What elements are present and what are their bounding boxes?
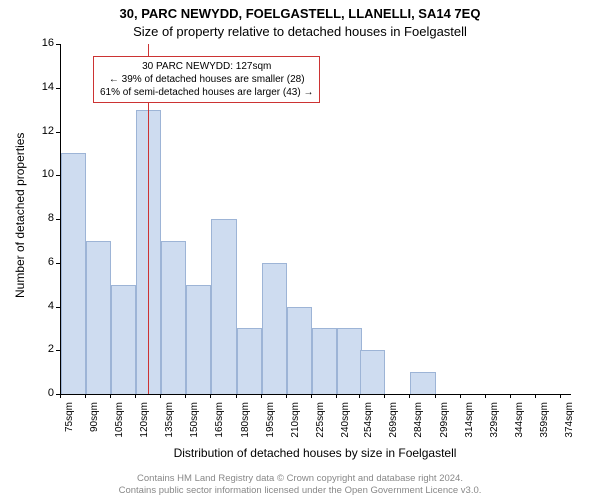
ytick-label: 12 bbox=[24, 125, 54, 137]
ytick-label: 14 bbox=[24, 81, 54, 93]
xtick-mark bbox=[535, 394, 536, 398]
xtick-mark bbox=[311, 394, 312, 398]
annotation-line: 30 PARC NEWYDD: 127sqm bbox=[100, 60, 313, 73]
xtick-label: 359sqm bbox=[539, 402, 550, 448]
ytick-mark bbox=[56, 44, 60, 45]
histogram-bar bbox=[287, 307, 312, 395]
ytick-label: 2 bbox=[24, 343, 54, 355]
ytick-mark bbox=[56, 219, 60, 220]
xtick-label: 374sqm bbox=[564, 402, 575, 448]
xtick-mark bbox=[135, 394, 136, 398]
xtick-mark bbox=[236, 394, 237, 398]
xtick-label: 75sqm bbox=[64, 402, 75, 448]
xtick-mark bbox=[510, 394, 511, 398]
ytick-label: 8 bbox=[24, 212, 54, 224]
histogram-bar bbox=[312, 328, 337, 394]
xtick-label: 284sqm bbox=[413, 402, 424, 448]
histogram-bar bbox=[211, 219, 236, 394]
histogram-bar bbox=[86, 241, 111, 394]
xtick-label: 254sqm bbox=[363, 402, 374, 448]
x-axis-label: Distribution of detached houses by size … bbox=[60, 446, 570, 460]
histogram-bar bbox=[237, 328, 262, 394]
xtick-label: 329sqm bbox=[489, 402, 500, 448]
histogram-bar bbox=[61, 153, 86, 394]
xtick-mark bbox=[435, 394, 436, 398]
xtick-mark bbox=[460, 394, 461, 398]
xtick-mark bbox=[160, 394, 161, 398]
annotation-line: ← 39% of detached houses are smaller (28… bbox=[100, 73, 313, 86]
xtick-mark bbox=[210, 394, 211, 398]
xtick-label: 150sqm bbox=[189, 402, 200, 448]
annotation-box: 30 PARC NEWYDD: 127sqm← 39% of detached … bbox=[93, 56, 320, 103]
xtick-mark bbox=[185, 394, 186, 398]
xtick-label: 120sqm bbox=[139, 402, 150, 448]
xtick-mark bbox=[286, 394, 287, 398]
xtick-label: 135sqm bbox=[164, 402, 175, 448]
ytick-mark bbox=[56, 263, 60, 264]
xtick-label: 105sqm bbox=[114, 402, 125, 448]
xtick-mark bbox=[85, 394, 86, 398]
ytick-mark bbox=[56, 132, 60, 133]
xtick-mark bbox=[485, 394, 486, 398]
ytick-mark bbox=[56, 350, 60, 351]
histogram-bar bbox=[186, 285, 211, 394]
ytick-mark bbox=[56, 307, 60, 308]
histogram-bar bbox=[410, 372, 435, 394]
annotation-line: 61% of semi-detached houses are larger (… bbox=[100, 86, 313, 99]
xtick-label: 240sqm bbox=[340, 402, 351, 448]
ytick-label: 4 bbox=[24, 300, 54, 312]
histogram-bar bbox=[337, 328, 362, 394]
ytick-mark bbox=[56, 175, 60, 176]
histogram-bar bbox=[360, 350, 385, 394]
ytick-label: 0 bbox=[24, 387, 54, 399]
xtick-label: 90sqm bbox=[89, 402, 100, 448]
xtick-label: 314sqm bbox=[464, 402, 475, 448]
title-main: 30, PARC NEWYDD, FOELGASTELL, LLANELLI, … bbox=[0, 6, 600, 21]
xtick-label: 299sqm bbox=[439, 402, 450, 448]
xtick-mark bbox=[261, 394, 262, 398]
footer-line2: Contains public sector information licen… bbox=[0, 485, 600, 496]
xtick-mark bbox=[384, 394, 385, 398]
ytick-mark bbox=[56, 88, 60, 89]
xtick-mark bbox=[409, 394, 410, 398]
xtick-label: 195sqm bbox=[265, 402, 276, 448]
xtick-mark bbox=[110, 394, 111, 398]
ytick-label: 16 bbox=[24, 37, 54, 49]
ytick-label: 6 bbox=[24, 256, 54, 268]
xtick-mark bbox=[560, 394, 561, 398]
xtick-label: 165sqm bbox=[214, 402, 225, 448]
xtick-mark bbox=[359, 394, 360, 398]
footer-line1: Contains HM Land Registry data © Crown c… bbox=[0, 473, 600, 484]
xtick-label: 210sqm bbox=[290, 402, 301, 448]
footer: Contains HM Land Registry data © Crown c… bbox=[0, 473, 600, 496]
xtick-mark bbox=[336, 394, 337, 398]
xtick-mark bbox=[60, 394, 61, 398]
xtick-label: 344sqm bbox=[514, 402, 525, 448]
histogram-bar bbox=[161, 241, 186, 394]
xtick-label: 269sqm bbox=[388, 402, 399, 448]
histogram-bar bbox=[111, 285, 136, 394]
title-sub: Size of property relative to detached ho… bbox=[0, 24, 600, 39]
histogram-bar bbox=[262, 263, 287, 394]
xtick-label: 225sqm bbox=[315, 402, 326, 448]
ytick-label: 10 bbox=[24, 168, 54, 180]
xtick-label: 180sqm bbox=[240, 402, 251, 448]
